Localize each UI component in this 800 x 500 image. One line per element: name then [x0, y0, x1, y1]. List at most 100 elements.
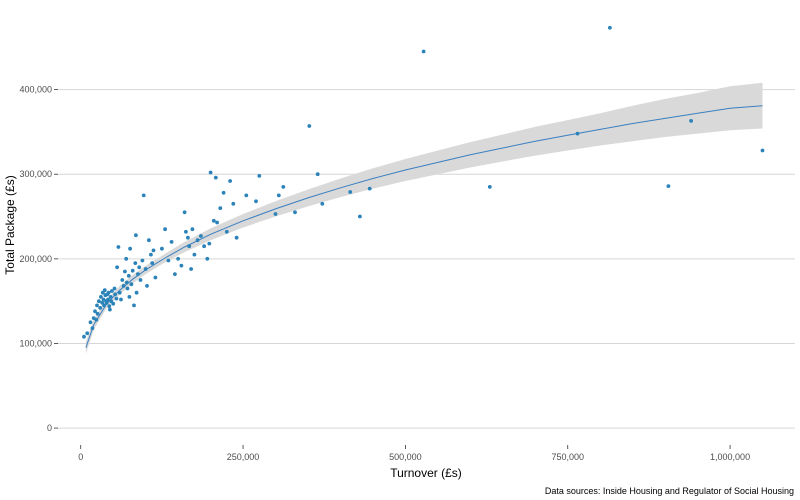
data-point	[231, 201, 236, 206]
x-tick-label: 500,000	[389, 452, 422, 462]
data-point	[281, 185, 286, 189]
data-point	[182, 210, 187, 215]
data-point	[134, 290, 139, 295]
data-point	[254, 199, 258, 204]
data-point	[114, 296, 119, 301]
data-point	[169, 240, 174, 244]
data-point	[95, 311, 100, 316]
data-point	[124, 280, 129, 285]
data-point	[189, 267, 194, 271]
data-point	[147, 238, 151, 243]
data-point	[124, 256, 129, 261]
data-point	[130, 268, 135, 273]
data-point	[145, 284, 149, 288]
data-point	[151, 248, 156, 253]
data-point	[150, 261, 155, 265]
data-point	[102, 288, 107, 293]
data-point	[608, 25, 612, 30]
y-tick-label: 400,000	[19, 85, 52, 95]
data-point	[207, 241, 212, 246]
data-point	[221, 190, 226, 195]
data-point	[129, 282, 134, 287]
data-point	[128, 246, 133, 251]
data-point	[689, 119, 693, 123]
data-point	[85, 331, 90, 336]
data-point	[106, 297, 110, 302]
data-point	[126, 273, 131, 278]
data-point	[100, 300, 105, 305]
data-point	[173, 272, 177, 276]
data-point	[257, 174, 262, 178]
data-point	[234, 235, 239, 240]
data-point	[179, 263, 184, 268]
y-axis-ticks: 0 100,000 200,000 300,000 400,000	[19, 85, 58, 433]
data-point	[307, 124, 312, 128]
data-point	[186, 235, 190, 240]
data-point	[133, 261, 138, 265]
data-point	[205, 256, 210, 261]
data-point	[211, 218, 216, 223]
data-point	[102, 303, 106, 308]
data-point	[82, 334, 86, 339]
data-point	[93, 309, 97, 314]
confidence-band	[85, 82, 763, 354]
data-point	[213, 175, 218, 180]
data-point	[273, 212, 278, 216]
data-point	[163, 227, 168, 232]
data-point	[184, 229, 188, 234]
data-point	[120, 278, 125, 282]
data-point	[202, 244, 207, 249]
data-point	[421, 49, 426, 54]
x-tick-label: 0	[78, 452, 83, 462]
data-point	[108, 307, 112, 312]
data-point	[149, 252, 153, 257]
data-point	[315, 172, 320, 177]
data-point	[143, 267, 148, 271]
y-tick-label: 200,000	[19, 254, 52, 264]
data-point	[218, 206, 223, 211]
fit-line	[85, 105, 763, 348]
data-point	[367, 186, 372, 191]
data-point	[112, 286, 117, 291]
x-tick-label: 750,000	[551, 452, 584, 462]
data-point	[208, 170, 213, 175]
data-point	[113, 292, 117, 297]
data-point	[215, 220, 220, 225]
x-tick-label: 250,000	[227, 452, 260, 462]
data-point	[106, 290, 111, 295]
data-point	[199, 234, 203, 238]
data-point	[224, 229, 229, 234]
data-point	[190, 227, 195, 232]
data-point	[95, 303, 99, 308]
y-tick-label: 100,000	[19, 338, 52, 348]
data-point	[125, 286, 130, 291]
data-point	[134, 233, 138, 238]
data-point	[97, 299, 101, 304]
data-point	[160, 246, 164, 251]
data-point	[88, 320, 93, 325]
data-point	[127, 295, 132, 299]
x-tick-label: 1,000,000	[710, 452, 750, 462]
data-point	[141, 193, 146, 198]
data-source-caption: Data sources: Inside Housing and Regulat…	[544, 486, 794, 496]
y-tick-label: 0	[47, 423, 52, 433]
data-point	[166, 258, 171, 263]
data-point	[111, 301, 116, 306]
data-point	[228, 179, 233, 183]
data-point	[98, 306, 103, 310]
data-point	[116, 245, 121, 249]
data-point	[187, 244, 192, 249]
data-point	[195, 238, 200, 243]
data-point	[348, 190, 353, 194]
data-point	[138, 278, 143, 282]
gridlines	[58, 89, 795, 429]
data-point	[140, 258, 145, 263]
data-point	[117, 290, 122, 295]
data-point	[108, 295, 113, 299]
data-point	[176, 256, 181, 261]
data-point	[123, 269, 127, 274]
data-point	[107, 304, 112, 309]
data-point	[119, 297, 123, 302]
data-point	[192, 252, 197, 257]
